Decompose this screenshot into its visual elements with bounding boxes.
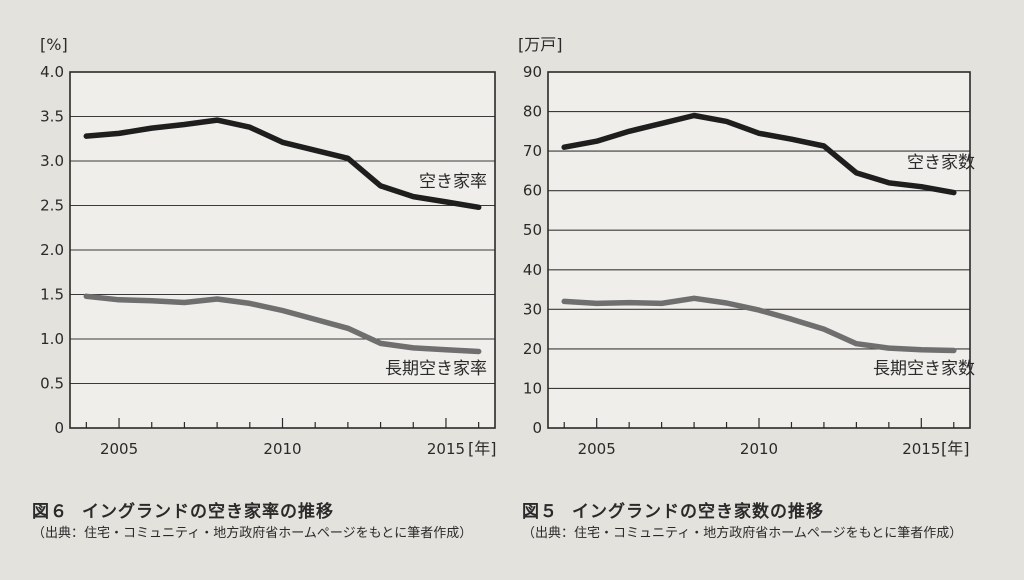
- fig6-chart: 0 0.5 1.0 1.5 2.0 2.5 3.0 3.5 4.0 2005 2010 2015 [%]…: [40, 35, 497, 458]
- fig6-ytick-label: 4.0: [40, 63, 64, 81]
- figure-5-title: イングランドの空き家数の推移: [572, 502, 824, 522]
- fig6-ytick-label: 2.5: [40, 197, 64, 215]
- figure-5-source-note: （出典：住宅・コミュニティ・地方政府省ホームページをもとに筆者作成）: [522, 526, 963, 541]
- fig5-ytick-label: 70: [523, 142, 542, 160]
- figure-6-caption: 図６ イングランドの空き家率の推移: [32, 497, 334, 522]
- fig6-ytick-label: 0.5: [40, 375, 64, 393]
- fig6-ytick-label: 2.0: [40, 241, 64, 259]
- fig5-ytick-label: 90: [523, 63, 542, 81]
- fig6-xtick-label: 2015: [427, 440, 465, 458]
- fig5-ytick-label: 20: [523, 340, 542, 358]
- fig6-xtick-label: 2010: [263, 440, 301, 458]
- fig6-y-unit-label: [%]: [40, 35, 68, 54]
- fig5-series-line-total: [561, 112, 957, 196]
- figure-6-source-note: （出典：住宅・コミュニティ・地方政府省ホームページをもとに筆者作成）: [32, 526, 473, 541]
- figure-5-number: 図５: [522, 502, 558, 522]
- fig5-ytick-label: 10: [523, 379, 542, 397]
- fig5-x-unit-label: [年]: [941, 439, 970, 458]
- fig5-xtick-label: 2015: [902, 440, 940, 458]
- fig6-series-label-total: 空き家率: [419, 172, 487, 192]
- fig6-ytick-label: 1.0: [40, 330, 64, 348]
- fig5-series-label-long-term: 長期空き家数: [873, 359, 975, 379]
- fig6-ytick-label: 1.5: [40, 286, 64, 304]
- figure-6-title: イングランドの空き家率の推移: [82, 502, 334, 522]
- fig5-ytick-label: 60: [523, 182, 542, 200]
- fig6-ytick-label: 0: [54, 419, 64, 437]
- fig5-series-label-total: 空き家数: [907, 153, 975, 173]
- fig6-x-unit-label: [年]: [468, 439, 497, 458]
- fig6-ytick-label: 3.5: [40, 108, 64, 126]
- fig5-ytick-label: 40: [523, 261, 542, 279]
- fig5-chart: 0 10 20 30 40 50 60 70 80 90 2005 2010 2015 [万戸] [年] 空き…: [518, 35, 975, 458]
- fig5-xtick-label: 2010: [740, 440, 778, 458]
- fig5-ytick-label: 80: [523, 103, 542, 121]
- fig6-series-line-long-term: [83, 293, 482, 355]
- figure-6-number: 図６: [32, 502, 68, 522]
- fig5-ytick-label: 0: [532, 419, 542, 437]
- fig5-xtick-label: 2005: [578, 440, 616, 458]
- fig5-y-unit-label: [万戸]: [518, 35, 563, 54]
- fig5-series-line-long-term: [561, 295, 957, 354]
- figure-5-caption: 図５ イングランドの空き家数の推移: [522, 497, 824, 522]
- fig6-series-label-long-term: 長期空き家率: [385, 359, 487, 379]
- fig6-series-line-total: [83, 117, 482, 211]
- fig6-ytick-label: 3.0: [40, 152, 64, 170]
- fig5-ytick-label: 30: [523, 300, 542, 318]
- fig5-ytick-label: 50: [523, 221, 542, 239]
- fig6-xtick-label: 2005: [100, 440, 138, 458]
